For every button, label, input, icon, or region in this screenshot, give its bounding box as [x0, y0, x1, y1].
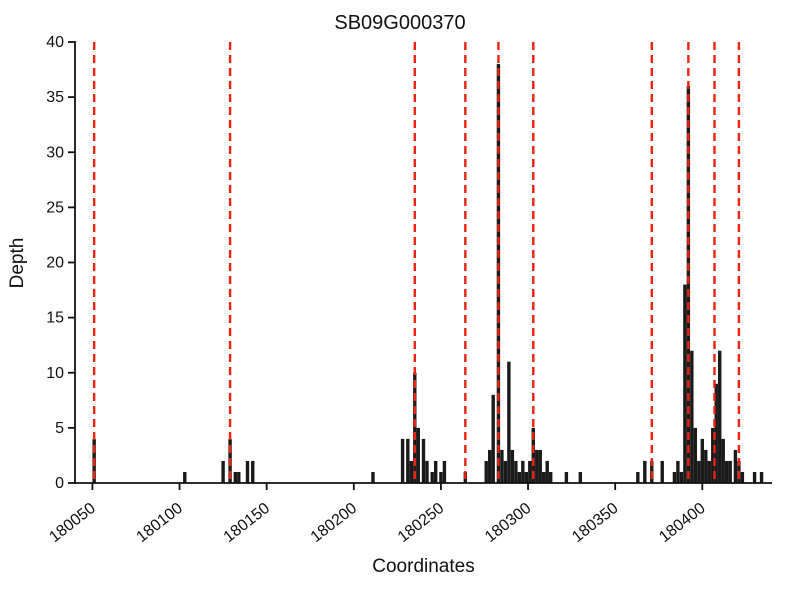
depth-bar: [409, 460, 414, 483]
depth-bar: [531, 427, 535, 483]
depth-bar: [660, 460, 664, 483]
depth-bar: [578, 471, 583, 483]
x-tick-label: 180150: [221, 500, 274, 546]
depth-bar: [564, 471, 569, 483]
depth-bar: [524, 471, 529, 483]
depth-bar: [538, 449, 542, 483]
depth-bar: [183, 471, 187, 483]
y-tick-label: 35: [46, 89, 64, 106]
depth-bar: [221, 460, 225, 483]
depth-bar: [549, 471, 553, 483]
depth-bar: [643, 460, 647, 483]
depth-bar: [683, 284, 687, 483]
depth-bar: [510, 449, 515, 483]
depth-bar: [740, 471, 745, 483]
depth-bar: [400, 438, 405, 483]
x-tick-label: 180200: [308, 500, 361, 546]
depth-bar: [496, 64, 501, 484]
x-tick-label: 180250: [395, 500, 448, 546]
depth-bar: [521, 460, 525, 483]
depth-bar: [491, 394, 495, 483]
depth-bar: [752, 471, 757, 483]
depth-bar: [503, 460, 508, 483]
depth-bar: [517, 471, 522, 483]
depth-bar: [251, 460, 255, 483]
depth-bar: [484, 460, 488, 483]
depth-bar: [704, 449, 708, 483]
depth-bar: [711, 427, 715, 483]
x-tick-label: 180400: [656, 500, 709, 546]
depth-bar: [416, 427, 420, 483]
depth-bar: [442, 460, 447, 483]
depth-bar: [545, 460, 549, 483]
depth-bar: [430, 471, 434, 483]
depth-bar: [707, 460, 711, 483]
depth-bar: [679, 471, 684, 483]
depth-bar: [245, 460, 250, 483]
depth-bar: [237, 471, 241, 483]
depth-bar: [676, 460, 680, 483]
depth-bar: [697, 460, 701, 483]
depth-bar: [500, 449, 504, 483]
depth-bar: [728, 460, 732, 483]
y-tick-label: 30: [46, 144, 64, 161]
x-axis-label: Coordinates: [372, 556, 475, 577]
chart-title: SB09G000370: [334, 12, 466, 34]
depth-bar: [233, 471, 238, 483]
depth-bar: [488, 449, 492, 483]
x-tick-label: 180300: [482, 500, 535, 546]
depth-bar: [439, 471, 443, 483]
depth-bar: [421, 438, 426, 483]
y-axis-label: Depth: [7, 237, 28, 289]
depth-bar: [514, 460, 518, 483]
depth-bar: [693, 427, 698, 483]
y-tick-label: 25: [46, 199, 64, 216]
y-tick-label: 15: [46, 310, 64, 327]
depth-bar: [718, 350, 722, 483]
depth-bar: [535, 449, 539, 483]
depth-bar: [721, 438, 725, 483]
y-tick-label: 0: [55, 475, 64, 492]
y-tick-label: 10: [46, 365, 64, 382]
depth-bar: [700, 438, 704, 483]
depth-bar: [507, 361, 511, 483]
depth-bar: [371, 471, 375, 483]
depth-bar: [672, 471, 677, 483]
depth-bar: [733, 449, 738, 483]
depth-bar: [425, 460, 429, 483]
depth-bar: [413, 372, 417, 483]
x-tick-label: 180050: [46, 500, 99, 546]
depth-bar: [686, 86, 691, 483]
depth-bar: [724, 460, 729, 483]
depth-bar: [542, 471, 546, 483]
depth-bar: [636, 471, 640, 483]
x-tick-label: 180350: [569, 500, 622, 546]
y-tick-label: 40: [46, 34, 64, 51]
depth-bar: [528, 460, 532, 483]
depth-bar: [690, 350, 694, 483]
y-tick-label: 20: [46, 255, 64, 272]
depth-bar: [714, 383, 718, 483]
depth-bar: [406, 438, 410, 483]
y-tick-label: 5: [55, 420, 64, 437]
x-tick-label: 180100: [133, 500, 186, 546]
depth-bar: [759, 471, 764, 483]
depth-bar: [433, 460, 438, 483]
